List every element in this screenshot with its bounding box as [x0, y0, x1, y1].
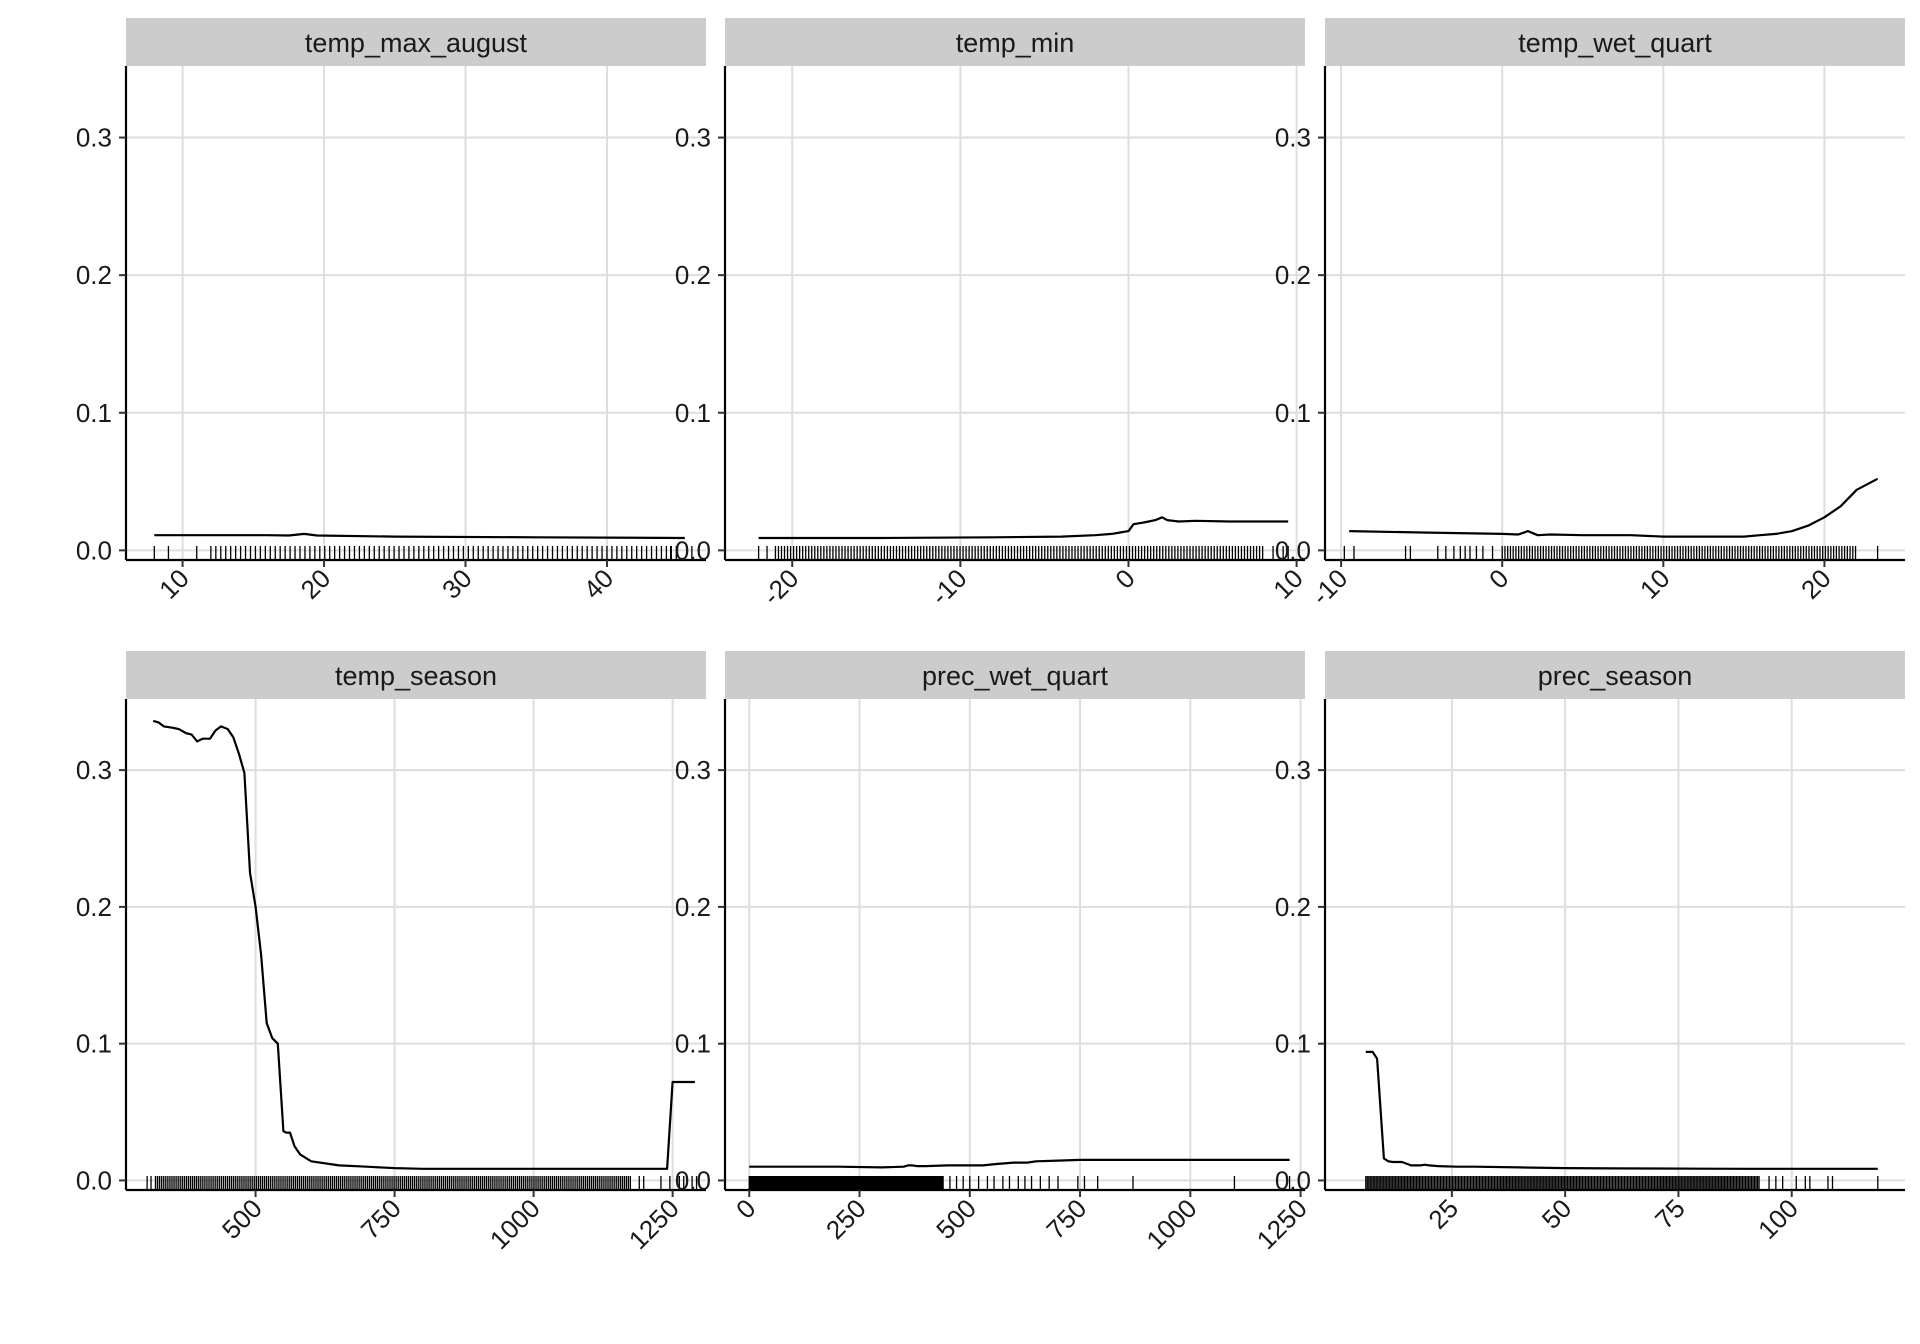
facet-panel: prec_season 0.0 0.1 0.2 0.3 25 50 75 100 [1275, 651, 1905, 1245]
x-tick-label: 1000 [484, 1193, 546, 1255]
y-tick-label: 0.3 [76, 755, 112, 785]
y-tick-label: 0.3 [1275, 123, 1311, 153]
x-tick-label: 750 [355, 1193, 407, 1245]
facet-strip [725, 651, 1305, 699]
y-tick-label: 0.3 [675, 123, 711, 153]
facet-strip-title: temp_min [956, 28, 1075, 58]
facet-strip [1325, 651, 1905, 699]
x-tick-label: 75 [1649, 1193, 1691, 1235]
y-tick-label: 0.1 [675, 1029, 711, 1059]
y-tick-label: 0.2 [1275, 260, 1311, 290]
y-tick-label: 0.2 [675, 260, 711, 290]
x-tick-label: 20 [1795, 563, 1837, 605]
x-tick-label: 25 [1422, 1193, 1464, 1235]
facet-strip [725, 18, 1305, 66]
y-tick-label: 0.1 [76, 1029, 112, 1059]
x-tick-label: 10 [153, 563, 195, 605]
y-tick-label: 0.2 [675, 892, 711, 922]
x-tick-label: 40 [578, 563, 620, 605]
x-tick-label: 1250 [623, 1193, 685, 1255]
facet-panel: temp_wet_quart 0.0 0.1 0.2 0.3 -10 0 10 20 [1275, 18, 1905, 611]
y-tick-label: 0.3 [675, 755, 711, 785]
y-tick-label: 0.1 [1275, 1029, 1311, 1059]
series-line [749, 1158, 1290, 1169]
y-tick-label: 0.3 [76, 123, 112, 153]
y-tick-label: 0.1 [1275, 398, 1311, 428]
series-line [1349, 477, 1879, 538]
x-tick-label: 10 [1267, 563, 1309, 605]
facet-strip-title: temp_season [335, 661, 497, 691]
x-tick-label: 0 [1483, 563, 1514, 594]
x-tick-label: 10 [1634, 563, 1676, 605]
facet-strip [126, 18, 706, 66]
facet-panel: temp_season 0.0 0.1 0.2 0.3 500 750 1000 1250 [76, 651, 706, 1255]
y-tick-label: 0.0 [1275, 535, 1311, 565]
x-tick-label: 500 [930, 1193, 982, 1245]
facet-strip-title: prec_season [1538, 661, 1693, 691]
y-tick-label: 0.2 [1275, 892, 1311, 922]
facet-strip [126, 651, 706, 699]
y-tick-label: 0.0 [675, 535, 711, 565]
x-tick-label: 100 [1752, 1193, 1804, 1245]
x-tick-label: 500 [216, 1193, 268, 1245]
x-tick-label: 50 [1536, 1193, 1578, 1235]
y-tick-label: 0.0 [76, 535, 112, 565]
series-line [152, 719, 695, 1170]
facet-panel: prec_wet_quart 0.0 0.1 0.2 0.3 0 250 500 750 1000… [675, 651, 1313, 1255]
series-line [1365, 1050, 1878, 1170]
y-tick-label: 0.1 [675, 398, 711, 428]
x-tick-label: 1000 [1140, 1193, 1202, 1255]
x-tick-label: 0 [730, 1193, 761, 1224]
x-tick-label: 0 [1109, 563, 1140, 594]
facet-panel: temp_max_august 0.0 0.1 0.2 0.3 10 20 30 40 [76, 18, 706, 605]
facet-strip [1325, 18, 1905, 66]
rug-marks [748, 1176, 1291, 1190]
x-tick-label: 750 [1040, 1193, 1092, 1245]
rug-marks [1343, 546, 1879, 560]
rug-marks [757, 546, 1289, 560]
x-tick-label: -10 [1306, 563, 1354, 611]
x-tick-label: 20 [295, 563, 337, 605]
x-tick-label: -10 [925, 563, 973, 611]
y-tick-label: 0.1 [76, 398, 112, 428]
rug-marks [153, 546, 693, 560]
x-tick-label: 1250 [1251, 1193, 1313, 1255]
x-tick-label: 30 [436, 563, 478, 605]
x-tick-label: 250 [820, 1193, 872, 1245]
y-tick-label: 0.0 [675, 1165, 711, 1195]
facet-panel: temp_min 0.0 0.1 0.2 0.3 -20 -10 0 10 [675, 18, 1309, 611]
x-tick-label: -20 [757, 563, 805, 611]
y-tick-label: 0.3 [1275, 755, 1311, 785]
rug-marks [1365, 1176, 1879, 1190]
facet-strip-title: temp_wet_quart [1518, 28, 1712, 58]
y-tick-label: 0.0 [1275, 1165, 1311, 1195]
y-tick-label: 0.2 [76, 892, 112, 922]
y-tick-label: 0.0 [76, 1165, 112, 1195]
y-tick-label: 0.2 [76, 260, 112, 290]
rug-marks [146, 1176, 698, 1190]
series-line [154, 532, 685, 540]
series-line [758, 516, 1289, 540]
facet-strip-title: temp_max_august [305, 28, 528, 58]
facet-strip-title: prec_wet_quart [922, 661, 1109, 691]
